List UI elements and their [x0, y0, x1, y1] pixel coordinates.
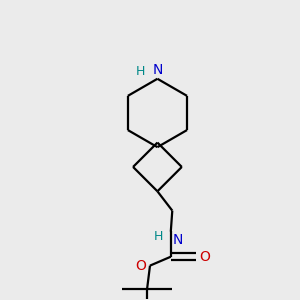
Text: H: H — [136, 65, 146, 78]
Text: N: N — [152, 63, 163, 77]
Text: O: O — [200, 250, 211, 264]
Text: O: O — [136, 259, 146, 273]
Text: N: N — [172, 233, 183, 247]
Text: H: H — [154, 230, 164, 243]
